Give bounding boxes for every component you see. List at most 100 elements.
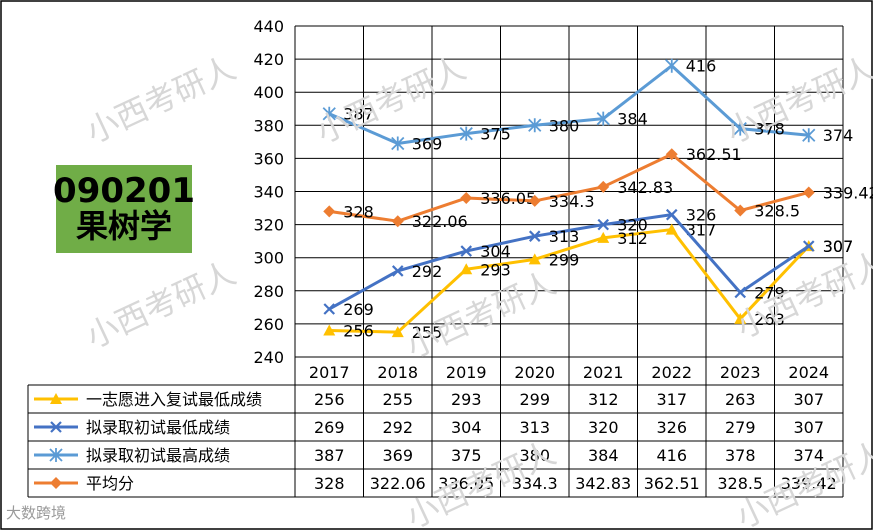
table-cell: 304 bbox=[451, 418, 482, 437]
table-cell: 312 bbox=[588, 390, 619, 409]
table-cell: 279 bbox=[725, 418, 756, 437]
table-cell: 328 bbox=[314, 474, 345, 493]
x-tick-label: 2017 bbox=[309, 363, 350, 382]
data-label: 339.42 bbox=[823, 183, 873, 202]
data-label: 380 bbox=[549, 116, 580, 135]
data-label: 304 bbox=[480, 242, 511, 261]
data-label: 342.83 bbox=[617, 178, 673, 197]
data-label: 312 bbox=[617, 229, 648, 248]
table-cell: 387 bbox=[314, 446, 345, 465]
x-tick-label: 2020 bbox=[514, 363, 555, 382]
table-cell: 416 bbox=[656, 446, 687, 465]
data-point bbox=[528, 253, 541, 265]
table-cell: 269 bbox=[314, 418, 345, 437]
data-label: 313 bbox=[549, 227, 580, 246]
data-point bbox=[459, 126, 473, 141]
table-cell: 263 bbox=[725, 390, 756, 409]
data-point bbox=[322, 106, 336, 121]
table-cell: 328.5 bbox=[717, 474, 763, 493]
footer-watermark: 大数跨境 bbox=[6, 504, 67, 522]
legend-label: 一志愿进入复试最低成绩 bbox=[86, 390, 262, 409]
table-cell: 307 bbox=[793, 418, 824, 437]
data-point bbox=[323, 324, 336, 336]
series-line bbox=[328, 64, 809, 146]
data-point bbox=[528, 118, 542, 133]
table-cell: 374 bbox=[793, 446, 824, 465]
data-label: 378 bbox=[754, 120, 785, 139]
data-point bbox=[733, 121, 747, 136]
series-line bbox=[329, 152, 810, 223]
data-label: 384 bbox=[617, 110, 648, 129]
table-cell: 293 bbox=[451, 390, 482, 409]
table-cell: 292 bbox=[382, 418, 413, 437]
data-point bbox=[391, 136, 405, 151]
y-tick-label: 300 bbox=[253, 249, 284, 268]
data-label: 336.05 bbox=[480, 189, 536, 208]
data-point bbox=[597, 180, 610, 193]
data-point bbox=[391, 215, 404, 228]
data-point bbox=[665, 148, 678, 161]
data-label: 362.51 bbox=[686, 145, 742, 164]
data-point bbox=[665, 58, 679, 73]
major-badge: 090201 果树学 bbox=[53, 165, 195, 253]
data-label: 387 bbox=[343, 105, 374, 124]
y-tick-label: 400 bbox=[253, 83, 284, 102]
data-label: 279 bbox=[754, 283, 785, 302]
table-cell: 384 bbox=[588, 446, 619, 465]
y-tick-label: 440 bbox=[253, 17, 284, 36]
data-label: 255 bbox=[412, 323, 443, 342]
x-tick-label: 2021 bbox=[583, 363, 624, 382]
data-label: 322.06 bbox=[412, 212, 468, 231]
table-cell: 375 bbox=[451, 446, 482, 465]
data-label: 292 bbox=[412, 262, 443, 281]
series-line bbox=[329, 228, 810, 334]
x-tick-label: 2019 bbox=[446, 363, 487, 382]
x-tick-label: 2022 bbox=[651, 363, 692, 382]
y-tick-label: 380 bbox=[253, 116, 284, 135]
data-point bbox=[323, 205, 336, 218]
data-point bbox=[323, 303, 336, 315]
data-label: 256 bbox=[343, 322, 374, 341]
data-label: 299 bbox=[549, 250, 580, 269]
legend-marker bbox=[50, 393, 62, 404]
legend-marker bbox=[50, 421, 62, 433]
data-point bbox=[802, 186, 815, 199]
data-point bbox=[460, 192, 473, 205]
data-point bbox=[596, 111, 610, 126]
table-cell: 362.51 bbox=[644, 474, 700, 493]
data-label: 326 bbox=[686, 206, 717, 225]
x-tick-label: 2018 bbox=[377, 363, 418, 382]
y-tick-label: 420 bbox=[253, 50, 284, 69]
table-cell: 299 bbox=[519, 390, 550, 409]
table-cell: 317 bbox=[656, 390, 687, 409]
table-cell: 378 bbox=[725, 446, 756, 465]
series-line bbox=[328, 213, 810, 311]
data-label: 293 bbox=[480, 260, 511, 279]
table-cell: 255 bbox=[382, 390, 413, 409]
data-point bbox=[734, 204, 747, 217]
data-label: 320 bbox=[617, 216, 648, 235]
data-label: 317 bbox=[686, 221, 717, 240]
table-cell: 339.42 bbox=[781, 474, 837, 493]
table-cell: 342.83 bbox=[575, 474, 631, 493]
data-label: 375 bbox=[480, 125, 511, 144]
table-cell: 307 bbox=[793, 390, 824, 409]
table-cell: 313 bbox=[519, 418, 550, 437]
legend-label: 平均分 bbox=[86, 474, 134, 493]
data-label: 369 bbox=[412, 135, 443, 154]
y-tick-label: 340 bbox=[253, 183, 284, 202]
data-label: 307 bbox=[823, 237, 854, 256]
data-point bbox=[665, 223, 678, 235]
data-label: 328 bbox=[343, 202, 374, 221]
data-point bbox=[528, 230, 541, 242]
legend-marker bbox=[50, 477, 62, 489]
table-cell: 256 bbox=[314, 390, 345, 409]
data-point bbox=[460, 263, 473, 275]
data-point bbox=[802, 128, 816, 143]
data-point bbox=[734, 312, 747, 324]
x-tick-label: 2024 bbox=[788, 363, 829, 382]
data-point bbox=[597, 218, 610, 231]
data-label: 334.3 bbox=[549, 192, 595, 211]
